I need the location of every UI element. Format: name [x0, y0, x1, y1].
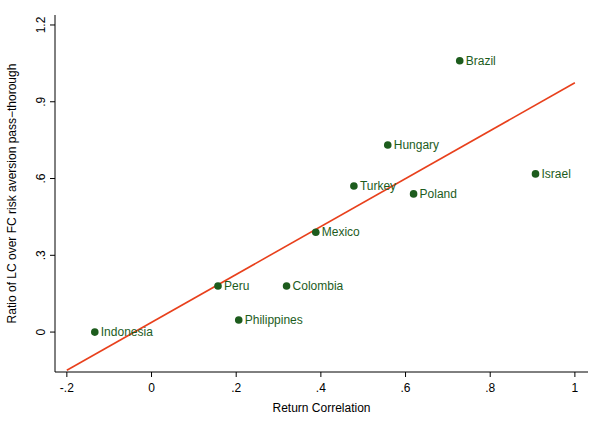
point-label: Peru: [224, 279, 249, 293]
point: [235, 316, 243, 324]
point: [312, 228, 320, 236]
y-tick: [50, 255, 55, 256]
y-tick: [50, 332, 55, 333]
y-tick: [50, 178, 55, 179]
point-label: Israel: [542, 167, 571, 181]
point-label: Indonesia: [101, 325, 153, 339]
point-label: Turkey: [360, 179, 396, 193]
y-tick-label: 0: [34, 328, 48, 335]
point-label: Poland: [420, 187, 457, 201]
point: [410, 190, 418, 198]
point: [532, 170, 540, 178]
x-tick: [405, 372, 406, 377]
point: [350, 182, 358, 190]
y-tick-label: .9: [34, 96, 48, 106]
x-tick-label: 1: [572, 381, 579, 395]
plot-area: [67, 57, 575, 370]
y-axis: [55, 15, 56, 372]
x-tick-label: .6: [401, 381, 411, 395]
x-axis-title: Return Correlation: [272, 401, 370, 415]
y-tick: [50, 24, 55, 25]
x-tick: [574, 372, 575, 377]
chart: -.2 0 .2 .4 .6 .8 1 0 .3 .6 .9 1.2 Return Correlatio…: [0, 0, 600, 437]
point-label: Colombia: [293, 279, 344, 293]
x-tick: [320, 372, 321, 377]
x-tick-label: .2: [231, 381, 241, 395]
x-tick: [490, 372, 491, 377]
x-tick-label: .8: [485, 381, 495, 395]
point-label: Brazil: [466, 54, 496, 68]
point-labels: Indonesia Peru Philippines Colombia Mexico Tu…: [101, 54, 571, 339]
point: [384, 141, 392, 149]
x-axis: [55, 372, 588, 373]
point-label: Philippines: [245, 313, 303, 327]
point: [456, 57, 464, 65]
point: [283, 282, 291, 290]
x-tick-label: 0: [148, 381, 155, 395]
y-tick-label: .3: [34, 250, 48, 260]
y-tick: [50, 101, 55, 102]
fit-line: [67, 83, 575, 370]
x-tick: [66, 372, 67, 377]
point-label: Mexico: [322, 225, 360, 239]
x-tick-label: .4: [316, 381, 326, 395]
y-tick-label: 1.2: [34, 16, 48, 33]
x-tick-label: -.2: [60, 381, 74, 395]
x-tick: [236, 372, 237, 377]
y-axis-title: Ratio of LC over FC risk aversion pass−t…: [5, 64, 19, 324]
y-tick-label: .6: [34, 173, 48, 183]
point: [214, 282, 222, 290]
background: [0, 0, 600, 437]
point: [91, 328, 99, 336]
x-tick: [151, 372, 152, 377]
point-label: Hungary: [394, 138, 439, 152]
